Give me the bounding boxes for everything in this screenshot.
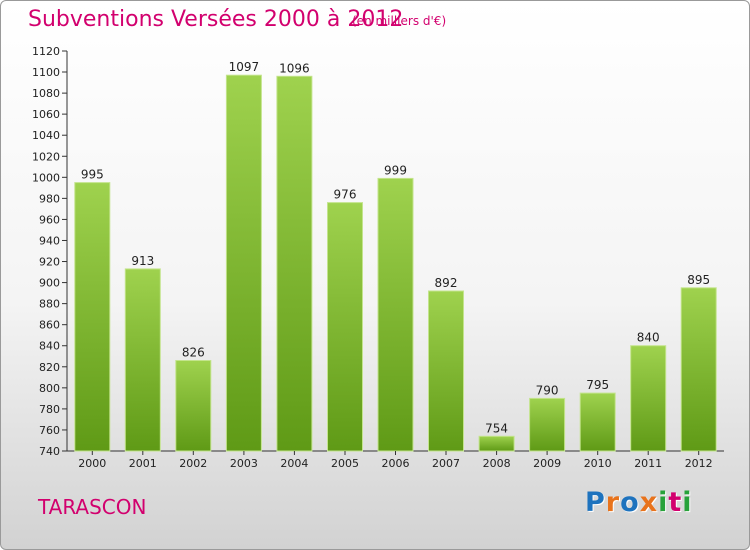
y-tick-label: 1060 bbox=[32, 108, 60, 121]
logo-letter: t bbox=[668, 487, 683, 518]
data-label: 999 bbox=[384, 163, 407, 177]
commune-name: TARASCON bbox=[38, 495, 147, 519]
x-tick-label: 2002 bbox=[179, 457, 207, 470]
chart-title: Subventions Versées 2000 à 2012 bbox=[28, 7, 404, 32]
x-tick-label: 2005 bbox=[331, 457, 359, 470]
bar-2007 bbox=[428, 290, 464, 452]
x-tick-label: 2004 bbox=[280, 457, 308, 470]
logo-letter: P bbox=[585, 487, 606, 518]
y-tick-label: 780 bbox=[39, 403, 60, 416]
logo-letter: x bbox=[639, 487, 659, 518]
x-tick-label: 2006 bbox=[382, 457, 410, 470]
data-label: 1096 bbox=[279, 61, 310, 75]
logo-letter: r bbox=[605, 487, 621, 518]
bar-2009 bbox=[529, 397, 566, 452]
bar-2006 bbox=[377, 177, 414, 452]
y-tick-label: 1120 bbox=[32, 45, 60, 58]
bar-series: 995 913 826 1097 1096 976 999 892 754 790 795 840 89… bbox=[74, 60, 717, 452]
data-label: 913 bbox=[131, 254, 154, 268]
y-tick-label: 1100 bbox=[32, 66, 60, 79]
y-tick-label: 960 bbox=[39, 213, 60, 226]
x-axis-ticks: 2000 2001 2002 2003 2004 2005 2006 2007 2008 2009… bbox=[78, 451, 713, 470]
y-tick-label: 940 bbox=[39, 234, 60, 247]
y-tick-label: 1040 bbox=[32, 129, 60, 142]
data-label: 795 bbox=[586, 378, 609, 392]
x-tick-label: 2003 bbox=[230, 457, 258, 470]
y-tick-label: 820 bbox=[39, 361, 60, 374]
bar-2012 bbox=[680, 287, 717, 452]
y-tick-label: 760 bbox=[39, 424, 60, 437]
bar-2001 bbox=[124, 268, 161, 452]
y-tick-label: 1000 bbox=[32, 171, 60, 184]
data-label: 840 bbox=[637, 331, 660, 345]
x-tick-label: 2007 bbox=[432, 457, 460, 470]
bar-2000 bbox=[74, 182, 111, 452]
x-tick-label: 2008 bbox=[483, 457, 511, 470]
y-tick-label: 880 bbox=[39, 298, 60, 311]
data-label: 976 bbox=[334, 188, 357, 202]
chart-subtitle: (en milliers d'€) bbox=[352, 14, 447, 28]
bar-2002 bbox=[175, 360, 212, 452]
data-label: 790 bbox=[536, 383, 559, 397]
data-label: 892 bbox=[435, 276, 458, 290]
y-axis-ticks: 740 760 780 800 820 840 860 880 900 920 940 960 980 1… bbox=[32, 45, 67, 458]
x-tick-label: 2011 bbox=[634, 457, 662, 470]
data-label: 826 bbox=[182, 346, 205, 360]
bar-2005 bbox=[327, 202, 363, 452]
bar-2010 bbox=[579, 392, 616, 452]
data-label: 895 bbox=[687, 273, 710, 287]
bar-2004 bbox=[276, 75, 313, 452]
y-tick-label: 1020 bbox=[32, 150, 60, 163]
y-tick-label: 800 bbox=[39, 382, 60, 395]
y-tick-label: 900 bbox=[39, 277, 60, 290]
data-label: 995 bbox=[81, 168, 104, 182]
y-tick-label: 980 bbox=[39, 192, 60, 205]
y-tick-label: 1080 bbox=[32, 87, 60, 100]
bar-2003 bbox=[225, 74, 262, 452]
y-tick-label: 840 bbox=[39, 340, 60, 353]
y-tick-label: 920 bbox=[39, 256, 60, 269]
proxiti-logo[interactable]: Proxiti bbox=[585, 487, 693, 518]
y-tick-label: 860 bbox=[39, 319, 60, 332]
x-tick-label: 2000 bbox=[78, 457, 106, 470]
x-tick-label: 2009 bbox=[533, 457, 561, 470]
data-label: 754 bbox=[485, 421, 508, 435]
y-tick-label: 740 bbox=[39, 445, 60, 458]
logo-letter: i bbox=[658, 487, 669, 518]
logo-letter: o bbox=[620, 487, 640, 518]
bar-2011 bbox=[630, 345, 667, 452]
x-tick-label: 2012 bbox=[685, 457, 713, 470]
x-tick-label: 2001 bbox=[129, 457, 157, 470]
logo-letter: i bbox=[682, 487, 693, 518]
x-tick-label: 2010 bbox=[584, 457, 612, 470]
data-label: 1097 bbox=[229, 60, 260, 74]
bar-2008 bbox=[478, 435, 515, 452]
